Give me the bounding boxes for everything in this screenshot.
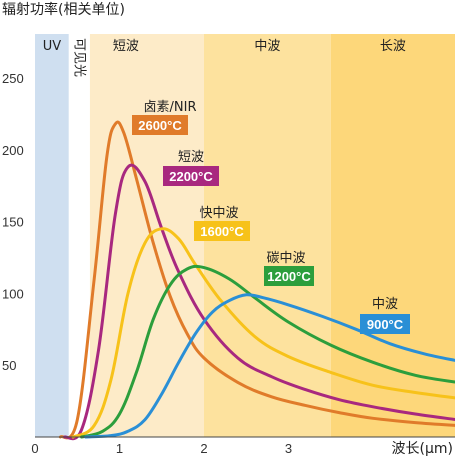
y-tick-label: 100 xyxy=(2,286,24,301)
series-name: 快中波 xyxy=(199,206,238,221)
series-line-2 xyxy=(71,227,455,439)
band-label-3: 中波 xyxy=(254,39,280,54)
series-line-1 xyxy=(63,163,455,441)
y-axis-ticks: 50 100 150 200 250 xyxy=(2,71,24,373)
series-name: 碳中波 xyxy=(266,251,305,266)
band-label-0: UV xyxy=(43,39,62,54)
y-axis-title: 辐射功率(相关单位) xyxy=(2,1,125,18)
y-tick-label: 50 xyxy=(2,358,16,373)
band-1 xyxy=(68,34,90,437)
band-label-4: 长波 xyxy=(380,39,406,54)
series-label-4: 中波 900°C xyxy=(360,297,410,334)
band-labels: UV 可见光 短波 中波 长波 xyxy=(43,38,406,77)
series-temp-label: 1200°C xyxy=(267,269,311,284)
series-temp-label: 1600°C xyxy=(200,224,244,239)
band-label-2: 短波 xyxy=(113,39,139,54)
series-line-0 xyxy=(58,120,455,440)
series-temp-badge xyxy=(132,115,188,135)
y-tick-label: 150 xyxy=(2,215,24,230)
series-line-3 xyxy=(80,264,455,439)
series-temp-label: 2200°C xyxy=(169,169,213,184)
x-tick-label: 3 xyxy=(285,441,292,456)
series-label-2: 快中波 1600°C xyxy=(194,206,250,241)
series-name: 中波 xyxy=(372,297,398,312)
series-label-0: 卤素/NIR 2600°C xyxy=(132,99,196,135)
series-name: 短波 xyxy=(178,150,204,165)
series-name: 卤素/NIR xyxy=(144,99,197,115)
series-temp-label: 900°C xyxy=(367,317,404,332)
band-0 xyxy=(35,34,69,437)
series-labels: 卤素/NIR 2600°C 短波 2200°C 快中波 1600°C 碳中波 1200°C 中波… xyxy=(132,99,410,334)
x-tick-label: 1 xyxy=(116,441,123,456)
series-temp-badge xyxy=(194,221,250,241)
x-axis-ticks: 0 1 2 3 xyxy=(31,441,292,456)
series-label-3: 碳中波 1200°C xyxy=(264,251,314,286)
series-temp-badge xyxy=(163,166,219,186)
x-tick-label: 2 xyxy=(200,441,207,456)
y-tick-label: 200 xyxy=(2,143,24,158)
x-tick-label: 0 xyxy=(31,441,38,456)
y-tick-label: 250 xyxy=(2,71,24,86)
series-temp-badge xyxy=(264,266,314,286)
series-temp-badge xyxy=(360,314,410,334)
series-label-1: 短波 2200°C xyxy=(163,150,219,186)
band-label-1: 可见光 xyxy=(71,38,86,77)
band-2 xyxy=(89,34,204,437)
series-temp-label: 2600°C xyxy=(138,118,182,133)
band-4 xyxy=(330,34,455,437)
x-axis-title: 波长(μm) xyxy=(392,441,453,457)
